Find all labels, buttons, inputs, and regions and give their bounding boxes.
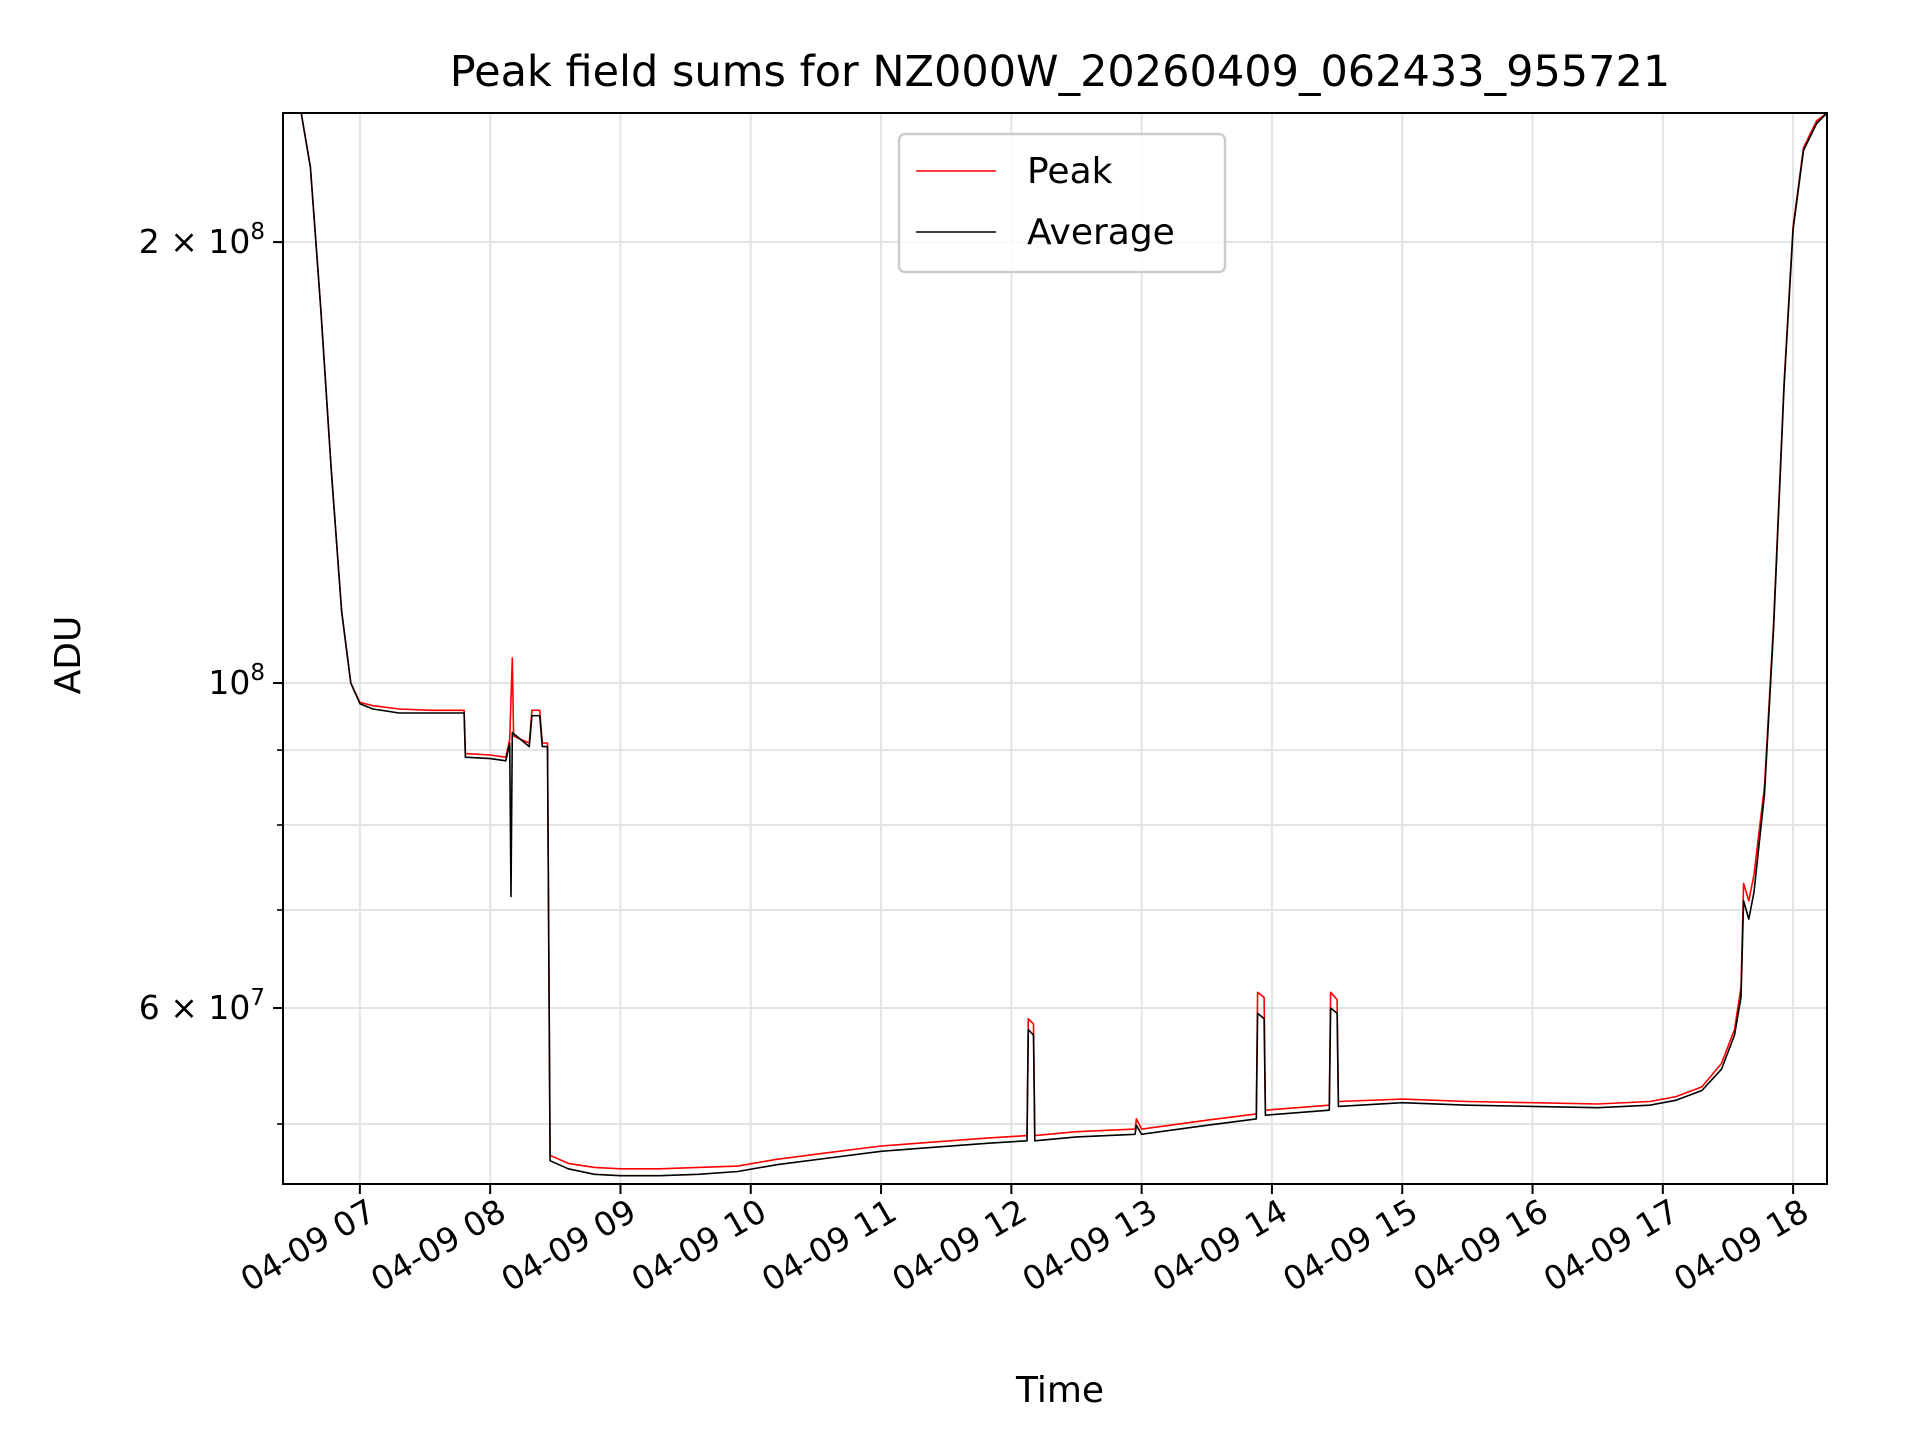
plot-frame (282, 112, 1828, 1185)
axes-frame (282, 112, 1828, 1185)
legend-average-label: Average (1027, 212, 1175, 253)
chart-title: Peak field sums for NZ000W_20260409_0624… (450, 47, 1671, 97)
y-tick-label: 108 (208, 660, 265, 702)
y-axis-ticks: 6 × 107 108 2 × 108 (139, 219, 283, 1125)
y-tick-label: 6 × 107 (139, 985, 265, 1027)
y-tick-label: 2 × 108 (139, 219, 265, 261)
legend: Peak Average (897, 132, 1227, 274)
legend-box (897, 132, 1227, 274)
x-axis-label: Time (1015, 1370, 1104, 1411)
y-axis-label: ADU (48, 616, 89, 695)
plot-series (283, 113, 1827, 1177)
legend-peak-label: Peak (1027, 151, 1113, 192)
series-average-line (283, 113, 1827, 1177)
